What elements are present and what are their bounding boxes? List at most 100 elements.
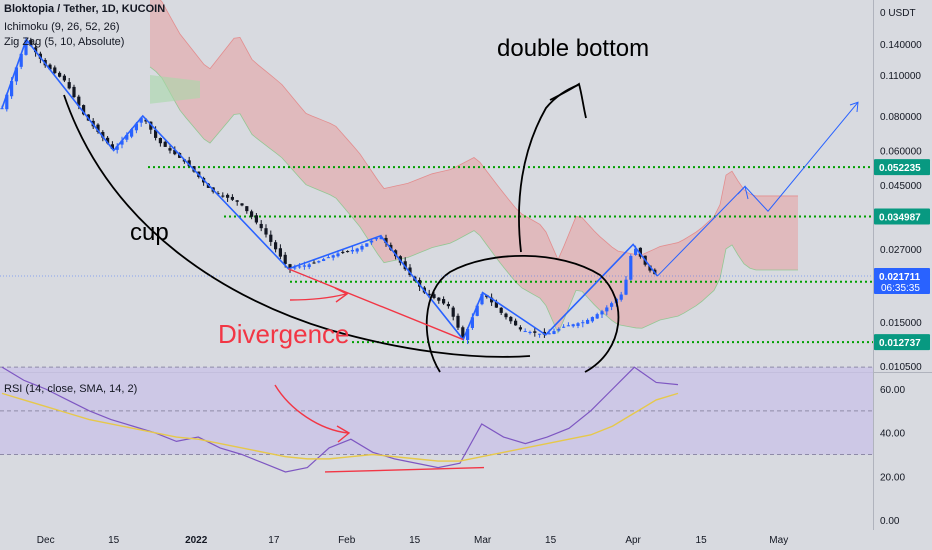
candle-body: [34, 47, 38, 53]
level-badge-0.052235: 0.052235: [874, 159, 930, 176]
candle-body: [110, 144, 114, 150]
candle-body: [533, 331, 537, 333]
ichimoku-legend[interactable]: Ichimoku (9, 26, 52, 26): [4, 21, 120, 33]
symbol-title[interactable]: Bloktopia / Tether, 1D, KUCOIN: [4, 3, 166, 15]
time-tick: May: [769, 535, 788, 546]
candle-body: [394, 250, 398, 257]
candle-body: [547, 333, 551, 335]
candle-body: [24, 40, 28, 55]
candle-body: [317, 261, 321, 263]
ichimoku-cloud-bull: [150, 75, 200, 104]
candle-body: [154, 129, 158, 138]
candle-body: [240, 203, 244, 206]
candle-body: [288, 264, 292, 269]
candle-body: [442, 299, 446, 304]
double-bottom-label: double bottom: [497, 35, 649, 62]
candle-body: [341, 251, 345, 253]
candle-body: [72, 86, 76, 98]
candle-body: [365, 243, 369, 247]
double-bottom-circle: [425, 254, 620, 373]
candle-body: [254, 215, 258, 223]
candle-body: [451, 307, 455, 317]
candle-body: [518, 327, 522, 330]
candle-body: [29, 40, 33, 46]
candle-body: [19, 53, 23, 67]
candle-body: [370, 240, 374, 243]
candle-body: [427, 293, 431, 296]
candle-body: [523, 331, 527, 333]
candle-body: [624, 279, 628, 295]
time-tick: 15: [108, 535, 120, 546]
divergence-price-line: [288, 268, 464, 341]
candle-body: [67, 82, 71, 89]
candle-body: [312, 262, 316, 264]
rsi-legend[interactable]: RSI (14, close, SMA, 14, 2): [4, 383, 138, 395]
senkou-span-b: [159, 0, 798, 261]
candle-body: [595, 314, 599, 319]
candle-body: [384, 237, 388, 244]
candle-body: [115, 146, 119, 150]
divergence-arrow-top: [289, 293, 347, 301]
price-tick: 0.045000: [880, 181, 922, 192]
candle-body: [566, 325, 570, 327]
candle-body: [5, 94, 9, 110]
candle-body: [173, 149, 177, 155]
candle-body: [250, 211, 254, 217]
divergence-label: Divergence: [218, 319, 350, 349]
time-tick: Dec: [37, 535, 55, 546]
price-tick: 0.015000: [880, 318, 922, 329]
candle-body: [10, 81, 14, 97]
candle-body: [96, 124, 100, 132]
candle-body: [576, 323, 580, 326]
candle-body: [470, 317, 474, 328]
candle-body: [374, 238, 378, 240]
rsi-tick: 20.00: [880, 472, 905, 483]
svg-text:0.052235: 0.052235: [879, 163, 921, 174]
candle-body: [14, 67, 18, 82]
projection-arrow: [657, 101, 859, 277]
candle-body: [163, 141, 167, 147]
price-tick: 0.027000: [880, 245, 922, 256]
candle-body: [499, 307, 503, 313]
candle-body: [586, 319, 590, 324]
candle-body: [346, 251, 350, 253]
svg-text:06:35:35: 06:35:35: [881, 283, 920, 294]
candle-body: [62, 75, 66, 81]
candle-body: [130, 129, 134, 137]
level-badge-0.012737: 0.012737: [874, 334, 930, 351]
candle-body: [437, 297, 441, 301]
time-tick: Mar: [474, 535, 492, 546]
time-tick: Feb: [338, 535, 356, 546]
cup-label: cup: [130, 219, 169, 246]
svg-text:0.021711: 0.021711: [879, 272, 921, 283]
candle-body: [58, 72, 62, 77]
candle-body: [446, 304, 450, 307]
candle-body: [226, 194, 230, 198]
candle-body: [610, 303, 614, 307]
price-tick: 0.060000: [880, 147, 922, 158]
time-tick: 15: [696, 535, 708, 546]
breakout-arrowhead: [549, 82, 587, 119]
rsi-tick: 0.00: [880, 516, 900, 527]
candle-body: [283, 254, 287, 264]
candle-body: [509, 316, 513, 322]
candle-body: [403, 261, 407, 270]
divergence-rsi-line: [324, 466, 485, 473]
candle-body: [216, 193, 220, 195]
zigzag-legend[interactable]: Zig Zag (5, 10, Absolute): [4, 36, 125, 48]
divergence-arrow-rsi: [274, 384, 349, 434]
candle-body: [379, 236, 383, 240]
candle-body: [331, 255, 335, 258]
candle-body: [302, 265, 306, 267]
candle-body: [269, 234, 273, 242]
time-tick: 17: [268, 535, 280, 546]
candle-body: [461, 327, 465, 339]
rsi-line: [1, 366, 679, 473]
candle-body: [48, 64, 52, 70]
time-tick: Apr: [625, 535, 641, 546]
candle-body: [168, 148, 172, 151]
candle-body: [158, 138, 162, 144]
